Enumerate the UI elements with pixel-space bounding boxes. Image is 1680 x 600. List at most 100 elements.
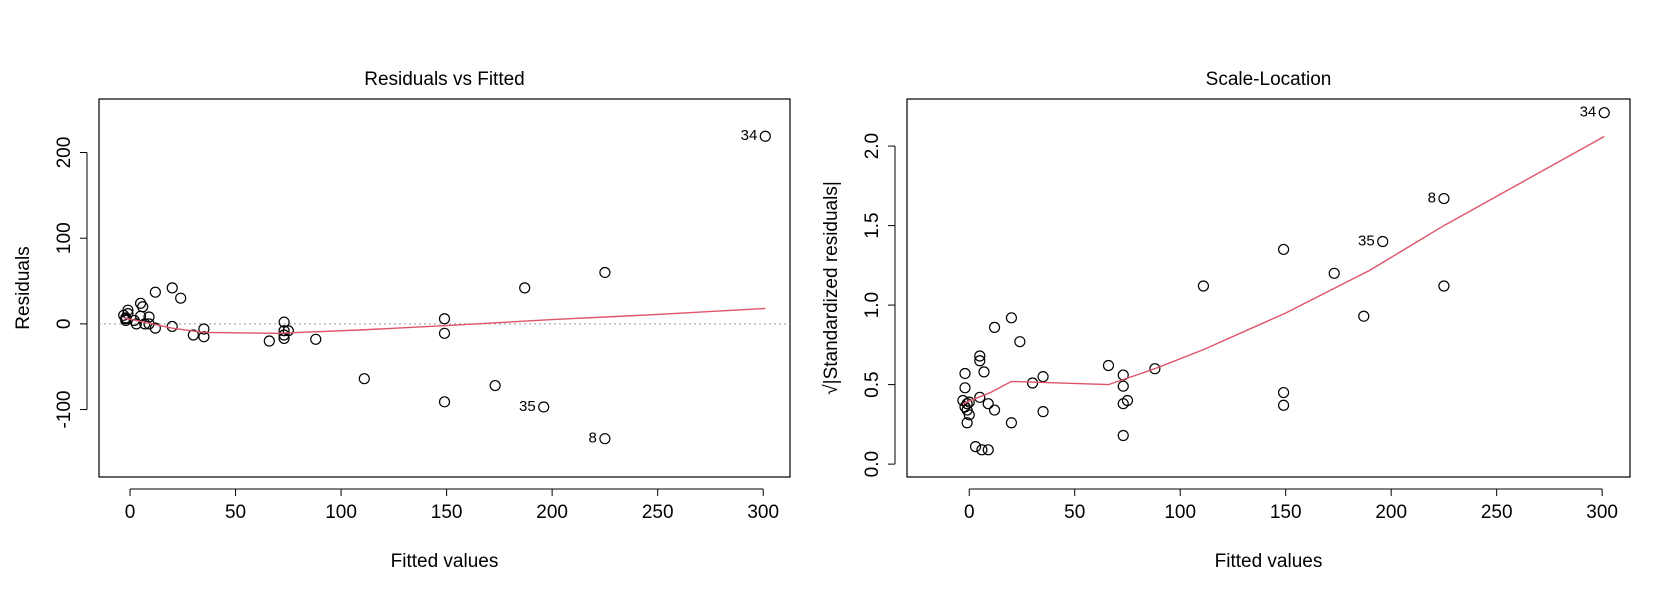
- point: [489, 379, 501, 392]
- x-tick-label: 50: [1064, 502, 1085, 523]
- y-tick-label: 200: [54, 137, 75, 169]
- point-label: 35: [519, 398, 536, 415]
- y-axis-title: √|Standardized residuals|: [821, 181, 842, 395]
- x-tick-label: 150: [431, 502, 463, 523]
- point: [961, 404, 973, 416]
- point: [976, 444, 988, 456]
- smooth-line: [123, 307, 766, 334]
- point: [1328, 267, 1340, 279]
- point: [166, 320, 178, 333]
- point: [122, 304, 134, 316]
- point: [149, 322, 161, 334]
- y-tick-label: 1.5: [862, 212, 883, 238]
- point: [982, 444, 994, 456]
- point: [438, 396, 451, 408]
- chart-title: Residuals vs Fitted: [364, 69, 525, 90]
- point: [198, 323, 210, 335]
- point: [310, 333, 322, 345]
- point: [1037, 371, 1049, 383]
- x-tick-label: 100: [1164, 502, 1196, 523]
- point: [978, 366, 990, 378]
- point: [969, 441, 982, 453]
- point: [1277, 386, 1290, 399]
- point-label: 34: [1580, 104, 1597, 121]
- x-tick-label: 200: [536, 502, 568, 523]
- point: [1037, 406, 1049, 418]
- point-label: 34: [741, 127, 758, 144]
- point: [759, 130, 771, 142]
- point-label: 35: [1358, 232, 1375, 249]
- point: [1005, 417, 1018, 429]
- point: [959, 382, 971, 394]
- x-tick-label: 0: [964, 502, 975, 523]
- chart-title: Scale-Location: [1206, 69, 1332, 90]
- point: [1149, 363, 1161, 375]
- plot-frame: [906, 98, 1631, 478]
- point: [519, 282, 531, 294]
- point: [982, 398, 994, 410]
- y-axis-title: Residuals: [13, 246, 34, 329]
- x-tick-label: 150: [1270, 502, 1302, 523]
- point: [961, 398, 973, 410]
- point: [538, 401, 550, 413]
- x-axis-title: Fitted values: [1215, 551, 1323, 572]
- x-tick-label: 100: [325, 502, 357, 523]
- point: [149, 286, 161, 298]
- point: [974, 350, 986, 362]
- point-label: 8: [1428, 190, 1436, 207]
- y-tick-label: 2.0: [862, 133, 883, 159]
- x-tick-label: 300: [1586, 502, 1618, 523]
- point: [1102, 359, 1115, 372]
- point: [166, 282, 178, 294]
- point: [599, 266, 611, 279]
- x-tick-label: 0: [125, 502, 136, 523]
- point: [175, 292, 187, 304]
- point: [961, 417, 973, 429]
- point: [358, 373, 370, 385]
- point: [438, 327, 451, 339]
- point: [134, 297, 147, 309]
- point: [1277, 399, 1290, 411]
- point: [988, 321, 1001, 333]
- y-tick-label: 0: [54, 319, 75, 330]
- point: [1377, 235, 1389, 248]
- point: [963, 396, 975, 408]
- x-tick-label: 200: [1375, 502, 1407, 523]
- y-tick-label: 100: [54, 222, 75, 254]
- point: [599, 433, 611, 445]
- x-tick-label: 250: [1481, 502, 1513, 523]
- point: [282, 325, 294, 337]
- point: [1197, 280, 1210, 292]
- y-tick-label: -100: [54, 391, 75, 429]
- plot-frame: [98, 98, 791, 478]
- point: [1438, 280, 1450, 292]
- point: [1358, 310, 1370, 322]
- point: [187, 329, 199, 341]
- x-tick-label: 50: [225, 502, 246, 523]
- point: [1026, 377, 1039, 389]
- point: [988, 404, 1001, 416]
- point-label: 8: [589, 430, 597, 447]
- point: [1117, 429, 1129, 442]
- point: [974, 391, 986, 403]
- x-tick-label: 300: [747, 502, 779, 523]
- point: [1121, 394, 1134, 407]
- point: [1438, 192, 1450, 205]
- smooth-line: [962, 135, 1605, 405]
- point: [974, 355, 986, 367]
- point: [263, 335, 275, 347]
- y-tick-label: 0.0: [862, 451, 883, 477]
- point: [959, 367, 971, 380]
- point: [278, 325, 290, 337]
- point: [1014, 336, 1026, 348]
- point: [198, 331, 210, 343]
- point: [1005, 312, 1018, 324]
- point: [278, 329, 290, 341]
- point: [1598, 107, 1610, 119]
- y-tick-label: 1.0: [862, 292, 883, 318]
- point: [438, 313, 451, 325]
- x-axis-title: Fitted values: [391, 551, 499, 572]
- point: [1277, 243, 1290, 256]
- point: [1117, 380, 1129, 392]
